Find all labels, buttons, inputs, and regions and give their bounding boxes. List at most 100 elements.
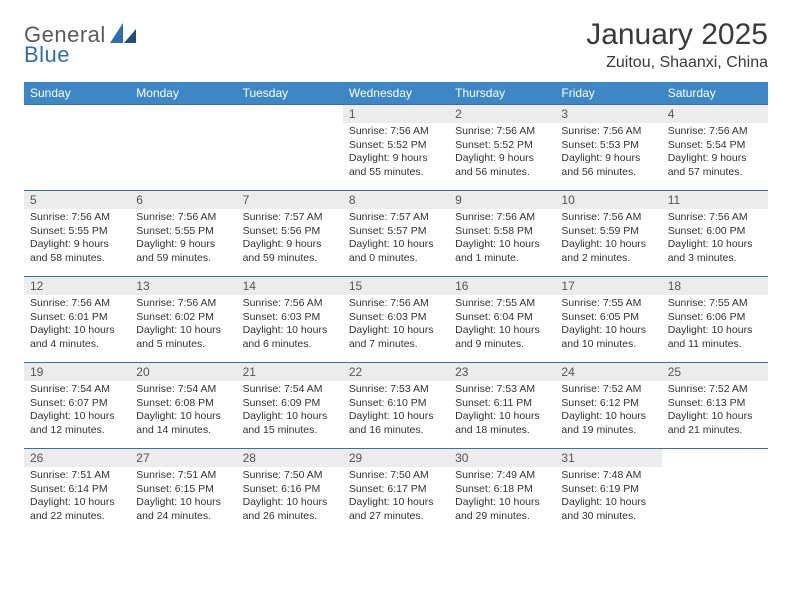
daylight-line: Daylight: 10 hours and 14 minutes. [136, 410, 230, 437]
sunset-line: Sunset: 6:18 PM [455, 483, 549, 497]
sunset-line: Sunset: 6:04 PM [455, 311, 549, 325]
day-number: 27 [130, 449, 236, 467]
day-number: 8 [343, 191, 449, 209]
day-details: Sunrise: 7:56 AMSunset: 6:00 PMDaylight:… [662, 209, 768, 270]
day-details: Sunrise: 7:56 AMSunset: 5:52 PMDaylight:… [343, 123, 449, 184]
sunrise-line: Sunrise: 7:56 AM [668, 125, 762, 139]
sunrise-line: Sunrise: 7:51 AM [30, 469, 124, 483]
calendar-week-row: 5Sunrise: 7:56 AMSunset: 5:55 PMDaylight… [24, 191, 768, 277]
daylight-line: Daylight: 10 hours and 11 minutes. [668, 324, 762, 351]
day-number: 29 [343, 449, 449, 467]
day-number: 11 [662, 191, 768, 209]
day-number: 10 [555, 191, 661, 209]
daylight-line: Daylight: 10 hours and 2 minutes. [561, 238, 655, 265]
calendar-day-cell: 26Sunrise: 7:51 AMSunset: 6:14 PMDayligh… [24, 449, 130, 535]
logo-text-blue: Blue [24, 42, 70, 67]
sunset-line: Sunset: 6:15 PM [136, 483, 230, 497]
daylight-line: Daylight: 9 hours and 58 minutes. [30, 238, 124, 265]
day-details: Sunrise: 7:56 AMSunset: 6:03 PMDaylight:… [237, 295, 343, 356]
calendar-day-cell: 23Sunrise: 7:53 AMSunset: 6:11 PMDayligh… [449, 363, 555, 449]
calendar-page: General January 2025 Zuitou, Shaanxi, Ch… [0, 0, 792, 545]
sunrise-line: Sunrise: 7:56 AM [668, 211, 762, 225]
day-number: 16 [449, 277, 555, 295]
calendar-week-row: 26Sunrise: 7:51 AMSunset: 6:14 PMDayligh… [24, 449, 768, 535]
calendar-day-cell: 29Sunrise: 7:50 AMSunset: 6:17 PMDayligh… [343, 449, 449, 535]
day-details: Sunrise: 7:56 AMSunset: 6:01 PMDaylight:… [24, 295, 130, 356]
day-details: Sunrise: 7:54 AMSunset: 6:07 PMDaylight:… [24, 381, 130, 442]
day-details: Sunrise: 7:56 AMSunset: 6:03 PMDaylight:… [343, 295, 449, 356]
daylight-line: Daylight: 10 hours and 22 minutes. [30, 496, 124, 523]
calendar-day-cell: 15Sunrise: 7:56 AMSunset: 6:03 PMDayligh… [343, 277, 449, 363]
sunrise-line: Sunrise: 7:56 AM [561, 211, 655, 225]
daylight-line: Daylight: 10 hours and 10 minutes. [561, 324, 655, 351]
calendar-day-cell: 16Sunrise: 7:55 AMSunset: 6:04 PMDayligh… [449, 277, 555, 363]
sunset-line: Sunset: 6:16 PM [243, 483, 337, 497]
daylight-line: Daylight: 10 hours and 21 minutes. [668, 410, 762, 437]
sunrise-line: Sunrise: 7:49 AM [455, 469, 549, 483]
day-number: 17 [555, 277, 661, 295]
calendar-week-row: 19Sunrise: 7:54 AMSunset: 6:07 PMDayligh… [24, 363, 768, 449]
weekday-header: Monday [130, 82, 236, 105]
calendar-day-cell: 31Sunrise: 7:48 AMSunset: 6:19 PMDayligh… [555, 449, 661, 535]
sunset-line: Sunset: 6:02 PM [136, 311, 230, 325]
day-details: Sunrise: 7:56 AMSunset: 5:54 PMDaylight:… [662, 123, 768, 184]
calendar-day-cell: 17 Sunrise: 7:55 AMSunset: 6:05 PMDayligh… [555, 277, 661, 363]
day-number: 18 [662, 277, 768, 295]
calendar-day-cell: 5Sunrise: 7:56 AMSunset: 5:55 PMDaylight… [24, 191, 130, 277]
daylight-line: Daylight: 10 hours and 12 minutes. [30, 410, 124, 437]
day-number: 23 [449, 363, 555, 381]
daylight-line: Daylight: 10 hours and 1 minute. [455, 238, 549, 265]
day-number: 5 [24, 191, 130, 209]
sunset-line: Sunset: 6:14 PM [30, 483, 124, 497]
daylight-line: Daylight: 10 hours and 0 minutes. [349, 238, 443, 265]
sunset-line: Sunset: 6:01 PM [30, 311, 124, 325]
sunrise-line: Sunrise: 7:56 AM [455, 211, 549, 225]
sunset-line: Sunset: 6:03 PM [349, 311, 443, 325]
calendar-day-cell: 4Sunrise: 7:56 AMSunset: 5:54 PMDaylight… [662, 105, 768, 191]
sunset-line: Sunset: 6:17 PM [349, 483, 443, 497]
calendar-day-cell [130, 105, 236, 191]
sunset-line: Sunset: 6:05 PM [561, 311, 655, 325]
daylight-line: Daylight: 9 hours and 56 minutes. [561, 152, 655, 179]
sunrise-line: Sunrise: 7:54 AM [30, 383, 124, 397]
day-number: 12 [24, 277, 130, 295]
sunrise-line: Sunrise: 7:55 AM [561, 297, 655, 311]
sunset-line: Sunset: 6:11 PM [455, 397, 549, 411]
day-details: Sunrise: 7:55 AMSunset: 6:06 PMDaylight:… [662, 295, 768, 356]
day-details: Sunrise: 7:50 AMSunset: 6:17 PMDaylight:… [343, 467, 449, 528]
calendar-week-row: 12Sunrise: 7:56 AMSunset: 6:01 PMDayligh… [24, 277, 768, 363]
day-number: 25 [662, 363, 768, 381]
sunrise-line: Sunrise: 7:52 AM [668, 383, 762, 397]
title-block: January 2025 Zuitou, Shaanxi, China [586, 18, 768, 72]
sunrise-line: Sunrise: 7:57 AM [349, 211, 443, 225]
calendar-day-cell: 25Sunrise: 7:52 AMSunset: 6:13 PMDayligh… [662, 363, 768, 449]
month-title: January 2025 [586, 18, 768, 52]
daylight-line: Daylight: 10 hours and 30 minutes. [561, 496, 655, 523]
daylight-line: Daylight: 10 hours and 27 minutes. [349, 496, 443, 523]
location: Zuitou, Shaanxi, China [586, 54, 768, 72]
daylight-line: Daylight: 10 hours and 6 minutes. [243, 324, 337, 351]
day-details: Sunrise: 7:54 AMSunset: 6:09 PMDaylight:… [237, 381, 343, 442]
sunset-line: Sunset: 6:07 PM [30, 397, 124, 411]
daylight-line: Daylight: 9 hours and 56 minutes. [455, 152, 549, 179]
day-details: Sunrise: 7:52 AMSunset: 6:13 PMDaylight:… [662, 381, 768, 442]
calendar-day-cell: 27Sunrise: 7:51 AMSunset: 6:15 PMDayligh… [130, 449, 236, 535]
calendar-day-cell: 13Sunrise: 7:56 AMSunset: 6:02 PMDayligh… [130, 277, 236, 363]
calendar-day-cell: 14Sunrise: 7:56 AMSunset: 6:03 PMDayligh… [237, 277, 343, 363]
daylight-line: Daylight: 10 hours and 15 minutes. [243, 410, 337, 437]
calendar-day-cell: 21Sunrise: 7:54 AMSunset: 6:09 PMDayligh… [237, 363, 343, 449]
calendar-day-cell: 18Sunrise: 7:55 AMSunset: 6:06 PMDayligh… [662, 277, 768, 363]
calendar-week-row: 1Sunrise: 7:56 AMSunset: 5:52 PMDaylight… [24, 105, 768, 191]
sunrise-line: Sunrise: 7:56 AM [561, 125, 655, 139]
sunset-line: Sunset: 6:06 PM [668, 311, 762, 325]
calendar-day-cell [662, 449, 768, 535]
day-number: 30 [449, 449, 555, 467]
daylight-line: Daylight: 10 hours and 18 minutes. [455, 410, 549, 437]
day-details: Sunrise: 7:52 AMSunset: 6:12 PMDaylight:… [555, 381, 661, 442]
day-number: 9 [449, 191, 555, 209]
day-details: Sunrise: 7:56 AMSunset: 5:52 PMDaylight:… [449, 123, 555, 184]
day-details: Sunrise: 7:56 AMSunset: 5:55 PMDaylight:… [130, 209, 236, 270]
calendar-day-cell: 7Sunrise: 7:57 AMSunset: 5:56 PMDaylight… [237, 191, 343, 277]
daylight-line: Daylight: 10 hours and 4 minutes. [30, 324, 124, 351]
sunrise-line: Sunrise: 7:56 AM [136, 211, 230, 225]
